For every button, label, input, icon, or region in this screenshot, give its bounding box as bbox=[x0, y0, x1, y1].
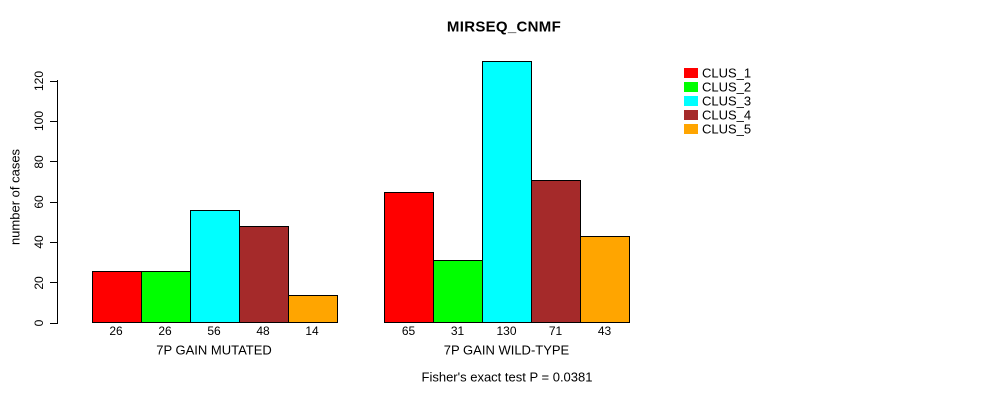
legend-swatch-clus_5 bbox=[684, 124, 698, 134]
y-axis-tick bbox=[50, 322, 58, 324]
y-axis-title: number of cases bbox=[7, 148, 23, 246]
bar-value-label: 48 bbox=[256, 324, 270, 338]
chart-title: MIRSEQ_CNMF bbox=[446, 18, 562, 36]
y-axis-tick-label: 40 bbox=[32, 235, 46, 250]
legend-label: CLUS_3 bbox=[702, 93, 752, 109]
legend-swatch-clus_2 bbox=[684, 82, 698, 92]
bar-value-label: 65 bbox=[401, 324, 416, 338]
legend-label: CLUS_5 bbox=[702, 121, 752, 137]
legend-swatch-clus_1 bbox=[684, 68, 698, 78]
y-axis-tick bbox=[50, 120, 58, 122]
bar-value-label: 56 bbox=[207, 324, 221, 338]
bar-value-label: 26 bbox=[109, 324, 123, 338]
y-axis-tick bbox=[50, 282, 58, 284]
y-axis-tick bbox=[50, 80, 58, 82]
legend-swatch-clus_3 bbox=[684, 96, 698, 106]
y-axis-tick bbox=[50, 161, 58, 163]
bar-clus_5 bbox=[580, 236, 630, 323]
bar-value-label: 26 bbox=[158, 324, 172, 338]
y-axis-tick bbox=[50, 241, 58, 243]
legend-label: CLUS_2 bbox=[702, 79, 752, 95]
bar-clus_2 bbox=[140, 270, 191, 323]
bar-value-label: 43 bbox=[597, 324, 612, 338]
y-axis-tick-label: 120 bbox=[32, 70, 46, 92]
bar-value-label: 14 bbox=[305, 324, 319, 338]
bar-clus_3 bbox=[482, 60, 532, 323]
bar-clus_5 bbox=[287, 294, 338, 323]
bar-value-label: 31 bbox=[450, 324, 465, 338]
y-axis-tick-label: 60 bbox=[32, 195, 46, 209]
bar-clus_2 bbox=[433, 260, 483, 323]
bar-value-label: 71 bbox=[548, 324, 563, 338]
legend-label: CLUS_4 bbox=[702, 107, 752, 123]
y-axis-tick-label: 20 bbox=[32, 275, 46, 290]
y-axis-tick-label: 0 bbox=[32, 319, 46, 327]
y-axis-tick-label: 80 bbox=[32, 154, 46, 169]
fisher-test-annotation: Fisher's exact test P = 0.0381 bbox=[421, 369, 593, 385]
category-label: 7P GAIN WILD-TYPE bbox=[443, 342, 570, 358]
bar-clus_4 bbox=[531, 179, 581, 323]
bar-clus_1 bbox=[91, 270, 142, 323]
y-axis-tick bbox=[50, 201, 58, 203]
bar-clus_3 bbox=[189, 210, 240, 323]
legend-swatch-clus_4 bbox=[684, 110, 698, 120]
bar-clus_4 bbox=[238, 226, 289, 323]
legend-label: CLUS_1 bbox=[702, 65, 752, 81]
category-label: 7P GAIN MUTATED bbox=[156, 342, 272, 358]
bar-clus_1 bbox=[384, 191, 434, 323]
y-axis-tick-label: 100 bbox=[32, 111, 46, 132]
bar-value-label: 130 bbox=[496, 324, 517, 338]
